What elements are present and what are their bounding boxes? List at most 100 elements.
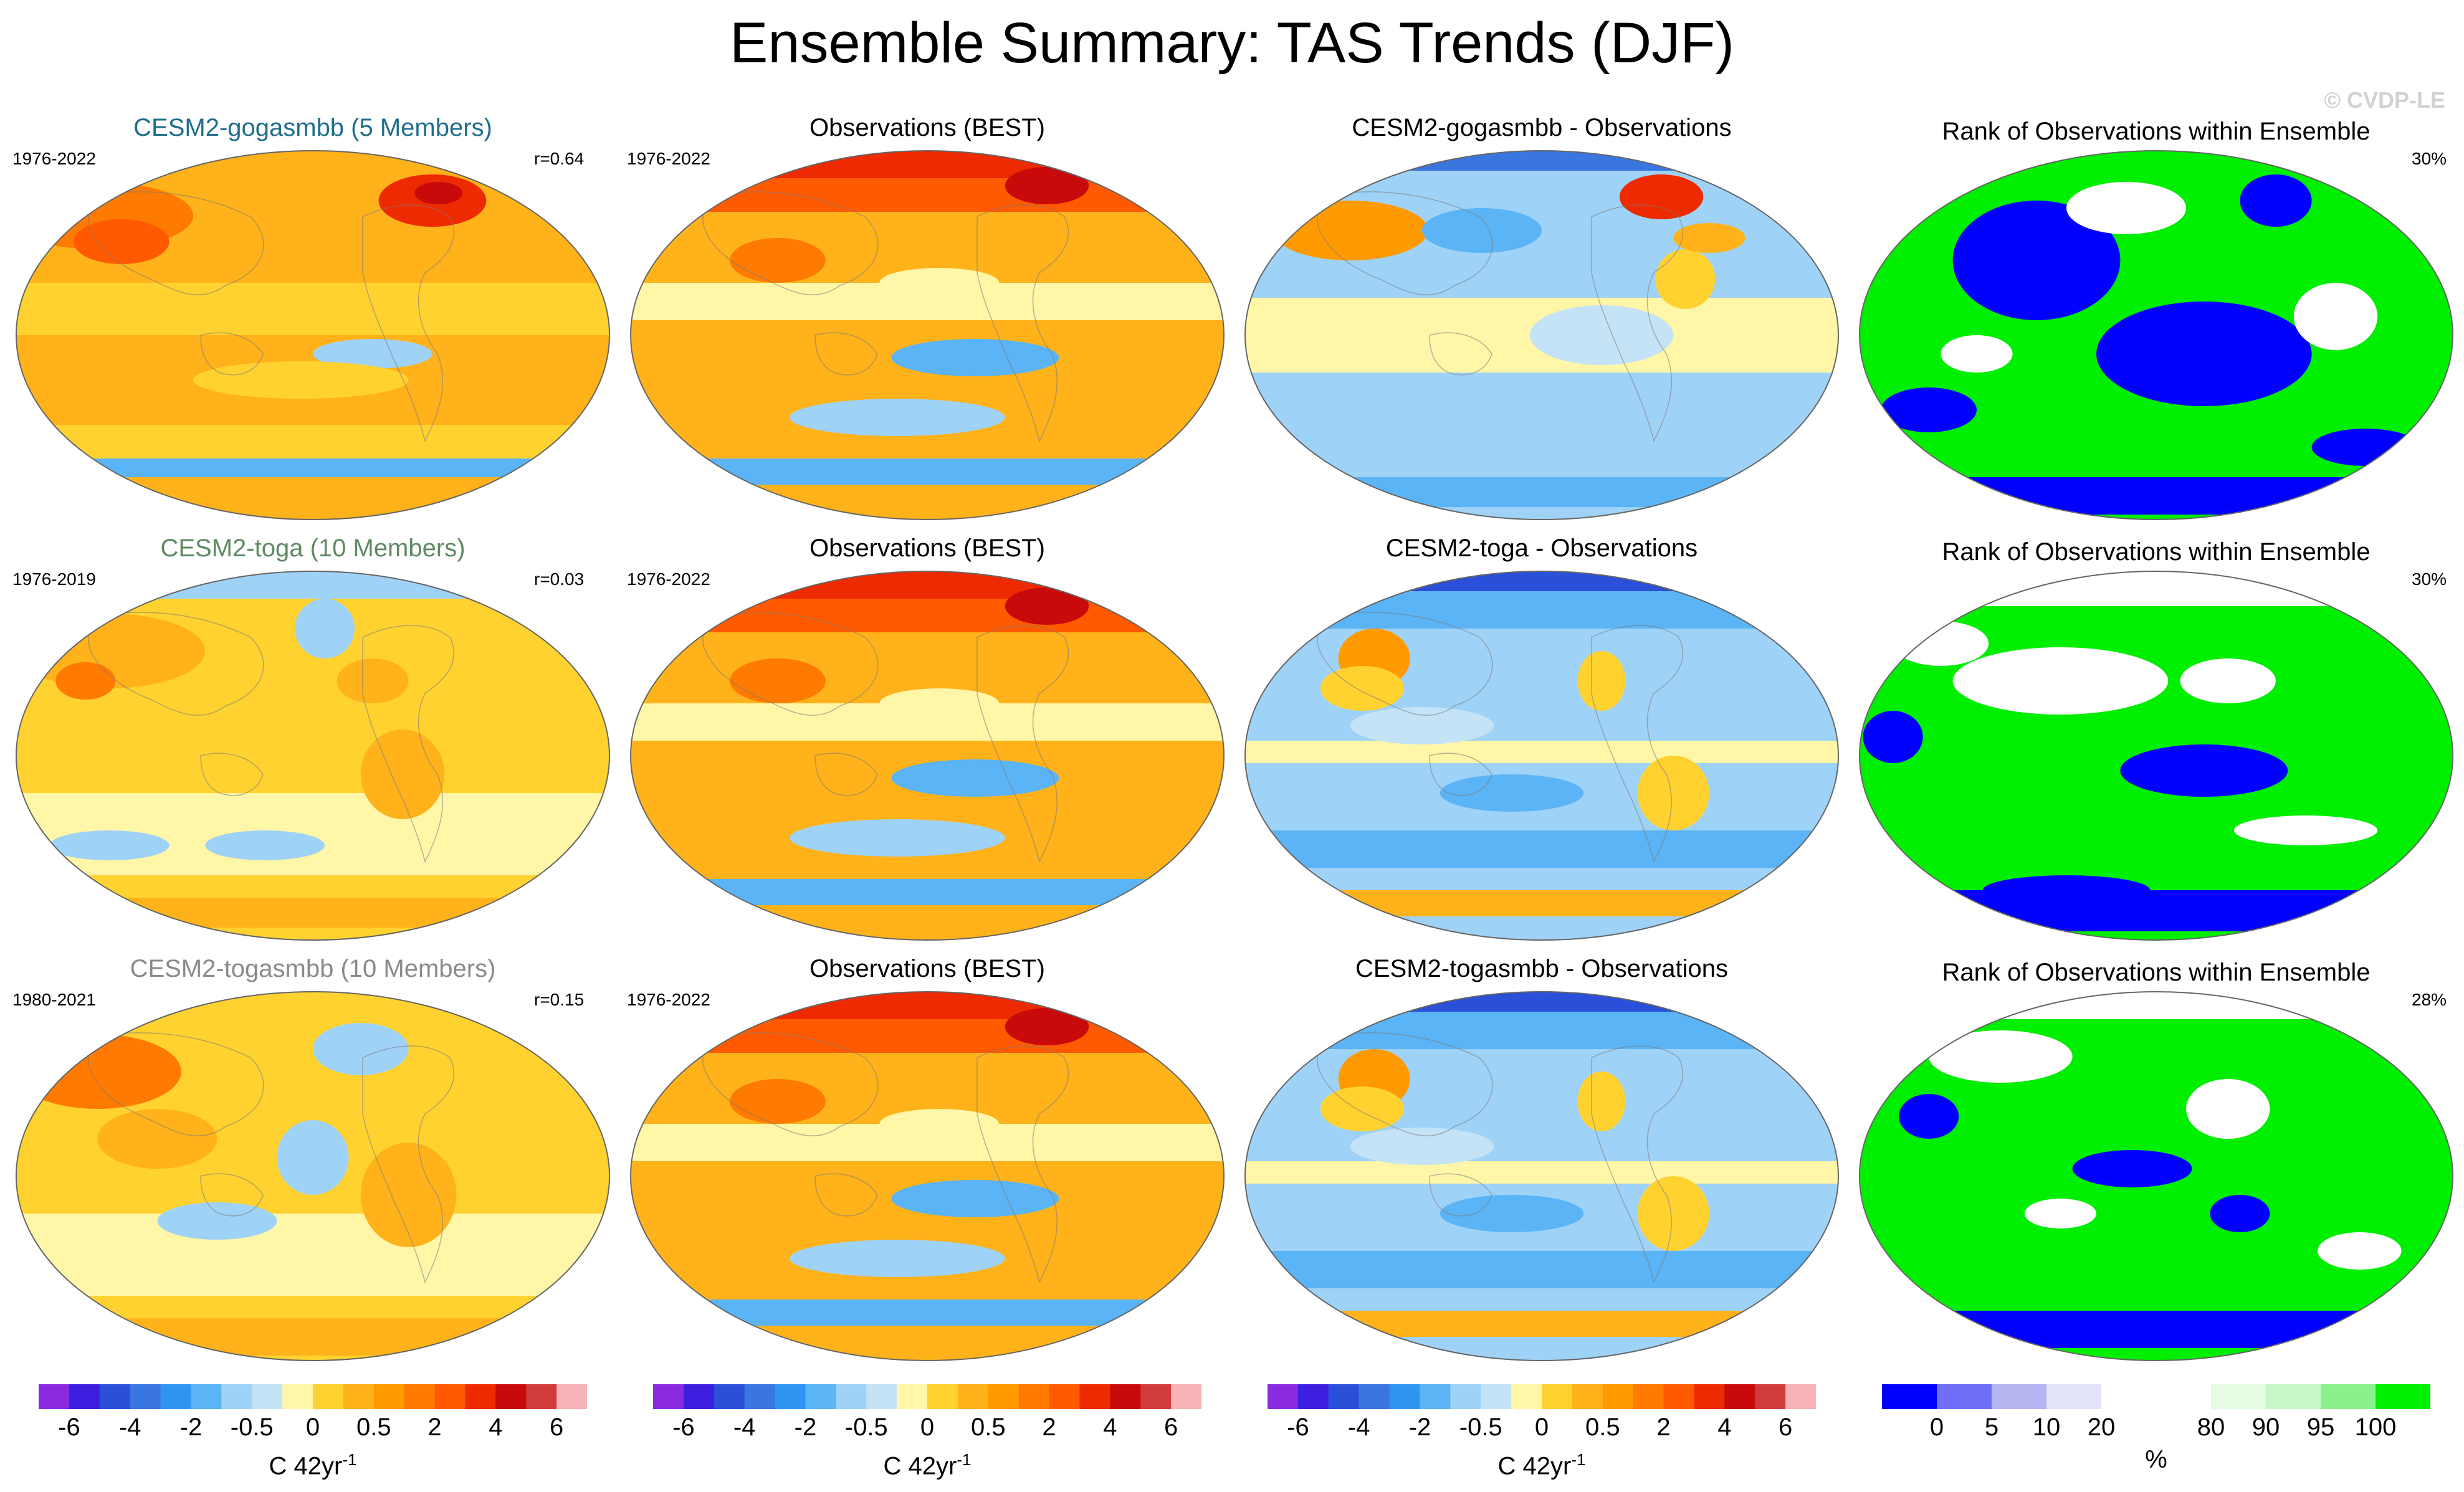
colorbar-tick-label: 20 [2087, 1414, 2116, 1441]
panel-title-obs: Observations (BEST) [809, 535, 1045, 562]
panel-period: 1980-2021 [12, 990, 96, 1009]
anomaly-region [2210, 1195, 2270, 1232]
map-border [16, 150, 610, 520]
coastline [814, 332, 878, 376]
colorbar-tick-label: 80 [2197, 1414, 2225, 1441]
anomaly-region [2072, 1150, 2192, 1187]
anomaly-region [2233, 815, 2378, 845]
anomaly-region [1881, 387, 1977, 432]
colorbar-segment [653, 1384, 684, 1409]
anomaly-region [49, 830, 170, 860]
colorbar-unit-label: C 42yr-1 [883, 1450, 972, 1480]
colorbar-tick-label: -6 [1287, 1414, 1309, 1441]
colorbar-segment [1724, 1384, 1755, 1409]
colorbar-segment [2046, 1384, 2102, 1409]
anomaly-region [1005, 587, 1089, 625]
zonal-band [1860, 992, 2453, 1019]
map-border [630, 991, 1225, 1361]
colorbar-tick-label: -0.5 [844, 1414, 888, 1441]
trend-colorbar [1268, 1384, 1816, 1409]
map-border [16, 571, 610, 941]
anomaly-region [1952, 647, 2169, 715]
colorbar-segment [465, 1384, 496, 1409]
zonal-band [1245, 1311, 1838, 1337]
pattern-correlation: r=0.03 [534, 569, 585, 589]
colorbar-segment [1359, 1384, 1390, 1409]
colorbar-tick-label: 6 [1163, 1414, 1178, 1441]
trend-map-graphic [16, 991, 610, 1361]
colorbar-segment [1481, 1384, 1512, 1409]
coastline [1591, 1045, 1684, 1284]
colorbar-segment [714, 1384, 745, 1409]
colorbar-segment [313, 1384, 344, 1409]
anomaly-region [891, 339, 1059, 376]
map-border [1244, 571, 1839, 941]
anomaly-region [1899, 1094, 1959, 1139]
watermark: © CVDP-LE [2324, 87, 2445, 113]
map-border [1859, 991, 2453, 1361]
anomaly-region [2293, 283, 2378, 350]
zonal-band [1245, 830, 1838, 868]
anomaly-region [1440, 774, 1584, 812]
colorbar-segment [1785, 1384, 1816, 1409]
colorbar-segment [1328, 1384, 1360, 1409]
trend-map-graphic [16, 150, 610, 520]
coastline [1429, 753, 1492, 796]
zonal-band [16, 1318, 609, 1356]
rank-percentage: 30% [2412, 149, 2447, 168]
anomaly-region [1350, 707, 1494, 744]
panel-period: 1976-2022 [12, 149, 96, 168]
anomaly-region [277, 1120, 349, 1195]
coastline [977, 204, 1069, 443]
colorbar-segment [1992, 1384, 2047, 1409]
map-model [14, 989, 612, 1363]
anomaly-region [2186, 1079, 2270, 1139]
anomaly-region [1637, 756, 1709, 830]
colorbar-segment [1755, 1384, 1786, 1409]
colorbar-segment [404, 1384, 436, 1409]
coastline [88, 1032, 264, 1136]
colorbar-tick-label: 0 [1534, 1414, 1549, 1441]
colorbar-segment [805, 1384, 836, 1409]
rank-percentage: 30% [2412, 569, 2447, 589]
anomaly-region [1005, 1008, 1089, 1045]
anomaly-region [1929, 1030, 2073, 1083]
colorbar-segment [836, 1384, 867, 1409]
panel-title-rank: Rank of Observations within Ensemble [1942, 538, 2371, 566]
colorbar-segment [2266, 1384, 2321, 1409]
anomaly-region [74, 219, 170, 264]
colorbar-segment [1633, 1384, 1664, 1409]
colorbar-segment [1450, 1384, 1481, 1409]
anomaly-region [2024, 1199, 2096, 1228]
colorbar-tick-label: -0.5 [1459, 1414, 1502, 1441]
map-border [1244, 991, 1839, 1361]
coastline [88, 191, 264, 295]
colorbar-segment [69, 1384, 100, 1409]
colorbar-segment [1171, 1384, 1201, 1409]
anomaly-region [2066, 182, 2186, 234]
rank-percentage: 28% [2412, 990, 2447, 1009]
rank-colorbar [1882, 1384, 2430, 1409]
anomaly-region [337, 658, 409, 703]
anomaly-region [1893, 621, 1989, 666]
colorbar-segment [1511, 1384, 1542, 1409]
trend-map-graphic [630, 150, 1225, 520]
anomaly-region [97, 1109, 217, 1169]
colorbar-segment [495, 1384, 527, 1409]
map-diff [1243, 989, 1841, 1363]
anomaly-region [360, 729, 445, 819]
zonal-band [1245, 1161, 1838, 1184]
colorbar-segment [282, 1384, 313, 1409]
anomaly-region [879, 688, 1000, 718]
map-obs [628, 148, 1226, 522]
anomaly-region [55, 662, 116, 700]
coastline [1317, 612, 1493, 716]
colorbar-segment [775, 1384, 806, 1409]
anomaly-region [2120, 744, 2288, 797]
anomaly-region [1982, 875, 2151, 905]
anomaly-region [205, 830, 325, 860]
map-border [1859, 571, 2453, 941]
zonal-band [16, 459, 609, 477]
anomaly-region [730, 1079, 826, 1124]
zonal-band [1860, 477, 2453, 515]
